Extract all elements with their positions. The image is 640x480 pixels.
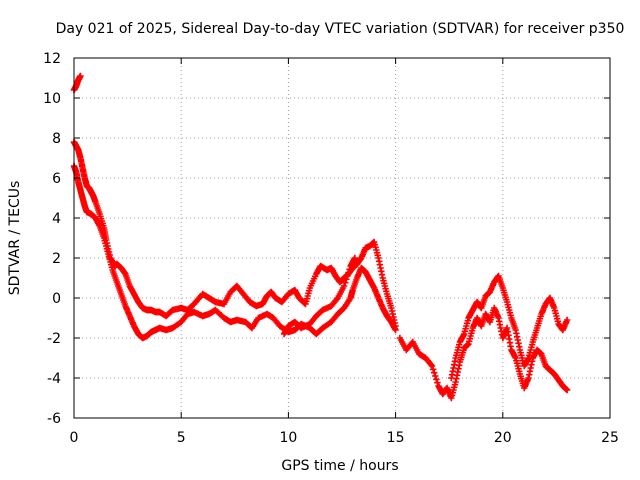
data-point bbox=[563, 386, 571, 394]
x-tick-label: 0 bbox=[70, 430, 79, 446]
data-points bbox=[70, 72, 571, 402]
series-segment-3 bbox=[448, 272, 571, 382]
data-point bbox=[344, 272, 351, 280]
data-point bbox=[340, 282, 348, 290]
y-tick-label: 12 bbox=[43, 51, 61, 67]
data-point bbox=[432, 372, 439, 380]
y-tick-label: 2 bbox=[52, 251, 61, 267]
y-tick-label: 8 bbox=[52, 131, 61, 147]
data-point bbox=[427, 361, 435, 368]
y-tick-label: 4 bbox=[52, 211, 61, 227]
data-point bbox=[434, 379, 441, 386]
x-tick-label: 10 bbox=[279, 430, 297, 446]
plot-frame bbox=[73, 57, 611, 419]
y-tick-label: 10 bbox=[43, 91, 61, 107]
grid-lines bbox=[74, 58, 610, 418]
data-point bbox=[77, 72, 84, 80]
data-point bbox=[342, 279, 349, 286]
x-tick-label: 5 bbox=[177, 430, 186, 446]
chart-title: Day 021 of 2025, Sidereal Day-to-day VTE… bbox=[56, 21, 625, 37]
data-point bbox=[346, 266, 353, 273]
data-point bbox=[343, 276, 350, 283]
y-tick-label: -6 bbox=[47, 411, 61, 427]
y-tick-label: 6 bbox=[52, 171, 61, 187]
y-tick-label: -4 bbox=[47, 371, 61, 387]
data-point bbox=[351, 254, 359, 262]
axis-ticks: 0 5 10 15 20 25 -6 -4 -2 0 2 4 6 8 10 12 bbox=[43, 51, 619, 446]
y-tick-label: 0 bbox=[52, 291, 61, 307]
data-point bbox=[333, 296, 340, 303]
series-track-b bbox=[70, 162, 399, 342]
data-point bbox=[430, 369, 438, 376]
data-point bbox=[563, 316, 571, 324]
x-tick-label: 25 bbox=[601, 430, 619, 446]
y-axis-label: SDTVAR / TECUs bbox=[7, 181, 23, 296]
series-track-c bbox=[280, 254, 359, 338]
data-point bbox=[428, 362, 436, 370]
data-point bbox=[433, 376, 440, 383]
series-segment-2 bbox=[396, 304, 571, 402]
y-tick-label: -2 bbox=[47, 331, 61, 347]
data-point bbox=[392, 326, 399, 334]
data-point bbox=[345, 269, 352, 276]
series-track-a bbox=[70, 138, 399, 330]
series-segment-1 bbox=[70, 72, 84, 94]
data-point bbox=[429, 366, 437, 373]
x-axis-label: GPS time / hours bbox=[281, 458, 398, 474]
x-tick-label: 15 bbox=[387, 430, 405, 446]
x-tick-label: 20 bbox=[494, 430, 512, 446]
